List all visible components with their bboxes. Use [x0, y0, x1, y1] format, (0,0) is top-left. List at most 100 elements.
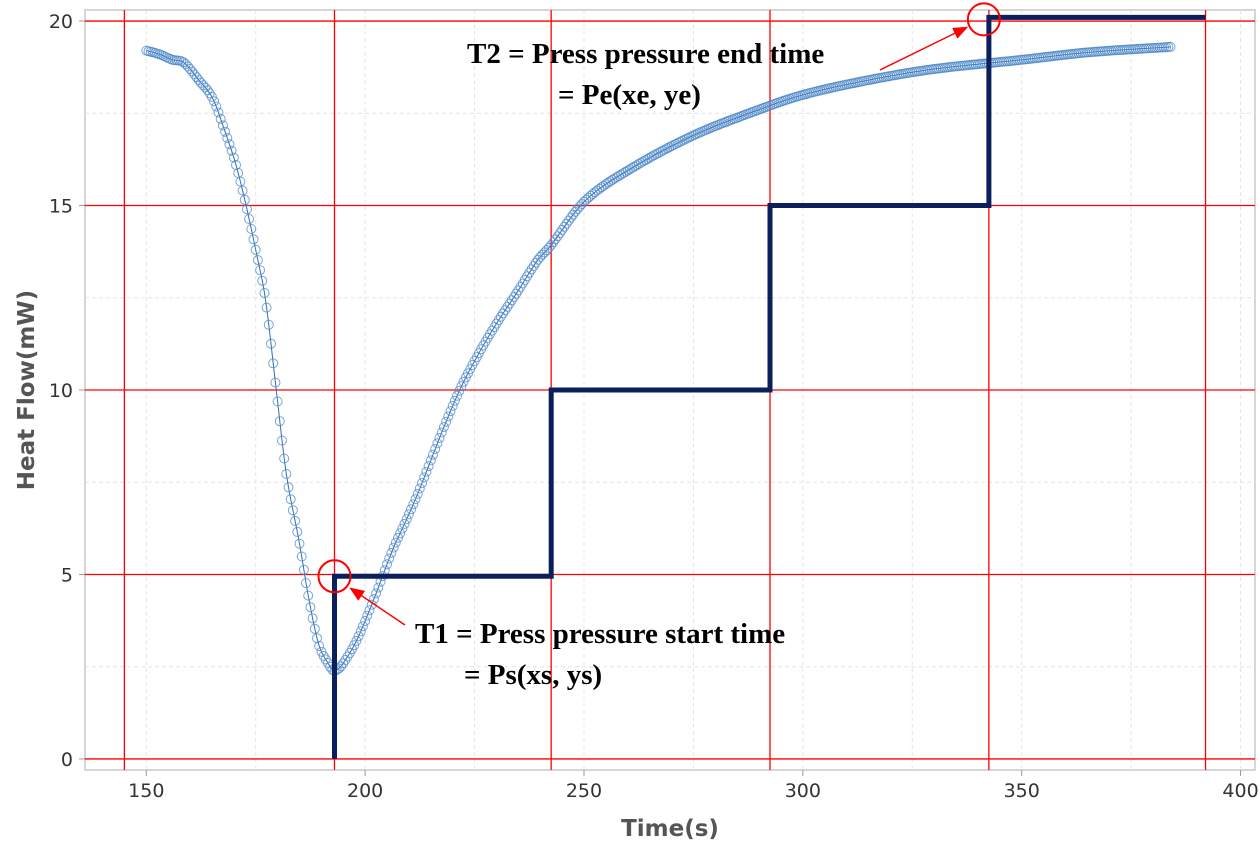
heat-flow-point — [454, 385, 465, 396]
t2-arrow — [879, 26, 969, 71]
heat-flow-point — [353, 631, 364, 642]
heat-flow-point — [246, 224, 257, 234]
heat-flow-point — [406, 504, 417, 515]
y-axis-title: Heat Flow(mW) — [14, 290, 40, 490]
heat-flow-point — [419, 472, 430, 483]
heat-flow-point — [161, 52, 171, 63]
heat-flow-point — [283, 482, 294, 493]
heat-flow-point — [690, 129, 701, 140]
heat-flow-point — [684, 132, 694, 143]
heat-flow-point — [428, 449, 438, 460]
heat-flow-point — [515, 282, 526, 292]
heat-flow-point — [360, 616, 371, 626]
heat-flow-point — [215, 113, 226, 124]
heat-flow-point — [285, 494, 296, 505]
x-tick-label: 350 — [1004, 780, 1040, 802]
heat-flow-point — [287, 505, 298, 516]
heat-flow-point — [257, 275, 268, 286]
heat-flow-point — [244, 214, 255, 224]
heat-flow-point — [209, 96, 220, 107]
t1-arrow — [349, 587, 406, 626]
heat-flow-point — [384, 553, 395, 564]
heat-flow-point — [351, 635, 362, 646]
t2-marker-circle — [966, 2, 1001, 37]
heat-flow-point — [296, 551, 307, 562]
heat-flow-point — [399, 518, 410, 529]
heat-flow-point — [390, 537, 401, 548]
heat-flow-point — [522, 271, 533, 282]
heat-flow-point — [449, 395, 460, 406]
heat-flow-point — [447, 400, 458, 411]
heat-flow-point — [158, 51, 169, 62]
heat-flow-point — [281, 469, 292, 479]
heat-flow-point — [410, 494, 421, 505]
heat-flow-point — [695, 127, 705, 138]
heat-flow-point — [156, 50, 167, 61]
heat-flow-point — [699, 125, 710, 136]
heat-flow-point — [292, 526, 303, 537]
heat-flow-point — [443, 411, 454, 422]
heat-flow-point — [312, 633, 322, 644]
heat-flow-point — [222, 133, 233, 143]
heat-flow-point — [250, 244, 261, 255]
heat-flow-point — [274, 416, 285, 427]
heat-flow-point — [417, 478, 427, 488]
heat-flow-point — [357, 621, 368, 632]
heat-flow-point — [217, 120, 228, 131]
heat-flow-point — [340, 655, 351, 665]
heat-flow-point — [303, 590, 314, 601]
press-pressure-step-line — [332, 14, 1206, 759]
heat-flow-point — [270, 377, 281, 388]
heat-flow-point — [342, 651, 353, 662]
heat-flow-point — [452, 390, 463, 401]
heat-flow-point — [242, 204, 252, 215]
heat-flow-point — [436, 427, 447, 438]
heat-flow-point — [309, 623, 320, 634]
heat-flow-point — [686, 131, 697, 142]
t2-annotation-line1: T2 = Press pressure end time — [467, 38, 824, 70]
heat-flow-point — [252, 255, 263, 266]
heat-flow-point — [373, 582, 384, 593]
x-axis-title: Time(s) — [621, 816, 719, 842]
heat-flow-point — [263, 319, 274, 330]
heat-flow-point — [277, 435, 287, 446]
heat-flow-point — [314, 641, 325, 651]
heat-flow-point — [430, 444, 441, 454]
heat-flow-point — [213, 107, 224, 118]
heat-flow-point — [441, 416, 452, 427]
heat-flow-point — [228, 152, 239, 163]
x-tick-label: 150 — [128, 780, 164, 802]
heat-flow-point — [279, 453, 290, 464]
heat-flow-point — [290, 515, 301, 526]
heat-flow-point — [235, 176, 246, 187]
heat-flow-point — [211, 101, 222, 112]
heat-flow-point — [412, 488, 423, 499]
heat-flow-point — [362, 610, 373, 621]
heat-flow-point — [268, 358, 279, 369]
heat-flow-point — [239, 194, 250, 205]
heat-flow-point — [255, 265, 266, 276]
t1-marker-circle — [317, 559, 352, 594]
heat-flow-point — [677, 135, 688, 146]
x-tick-label: 400 — [1222, 780, 1258, 802]
heat-flow-point — [305, 602, 316, 613]
x-tick-label: 250 — [566, 780, 602, 802]
heat-flow-point — [355, 626, 366, 637]
t1-annotation-line1: T1 = Press pressure start time — [415, 618, 785, 650]
heat-flow-point — [220, 126, 231, 137]
heat-flow-point — [395, 528, 406, 539]
heat-flow-point — [224, 139, 235, 150]
heat-flow-point — [259, 288, 270, 298]
heat-flow-point — [425, 455, 436, 466]
heat-flow-point — [386, 547, 397, 558]
heat-flow-point — [438, 422, 449, 433]
y-tick-label: 5 — [61, 564, 73, 586]
heat-flow-point — [393, 532, 403, 543]
y-tick-label: 0 — [61, 749, 73, 771]
t2-annotation-line2: = Pe(xe, ye) — [558, 79, 701, 111]
heat-flow-point — [266, 338, 276, 349]
heat-flow-point — [397, 523, 408, 534]
heat-flow-point — [248, 234, 259, 245]
heat-flow-point — [434, 433, 445, 443]
